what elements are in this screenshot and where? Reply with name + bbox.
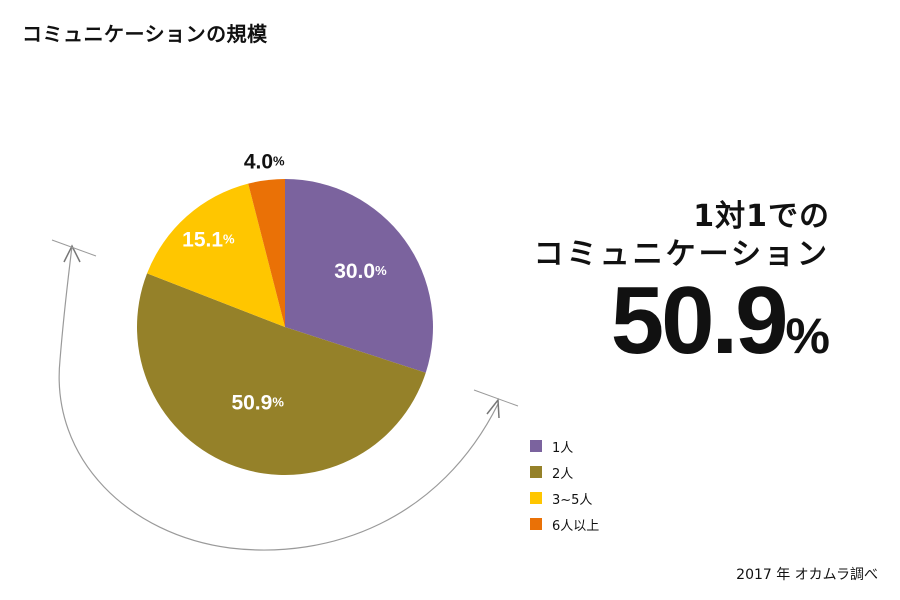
slice-value-number: 30.0 [334, 260, 375, 283]
legend-label: 3~5人 [552, 492, 593, 508]
slice-value-label: 50.9% [231, 391, 284, 414]
legend-item: 6人以上 [530, 511, 599, 537]
pie-slice [248, 179, 285, 327]
headline: 1対1での コミュニケーション 50.9% [534, 198, 830, 381]
slice-value-unit: % [272, 395, 284, 410]
pie-slices [137, 179, 434, 475]
slice-value-unit: % [375, 264, 387, 279]
slice-value-label: 4.0% [244, 150, 285, 173]
legend-label: 2人 [552, 466, 574, 482]
pie-slice [137, 273, 426, 475]
tick-mark-top [51, 239, 97, 257]
legend-label: 1人 [552, 440, 574, 456]
legend-item: 1人 [530, 433, 599, 459]
legend-swatch [530, 440, 542, 452]
headline-line2: コミュニケーション [533, 237, 830, 272]
slice-value-label: 15.1% [182, 228, 235, 251]
legend-swatch [530, 492, 542, 504]
arrow-head-top-icon [63, 244, 81, 263]
legend-swatch [530, 518, 542, 530]
source-note: 2017 年 オカムラ調べ [736, 567, 878, 583]
legend-item: 3~5人 [530, 485, 599, 511]
curved-arrow-icon [58, 245, 499, 551]
slice-value-unit: % [223, 232, 235, 247]
legend-swatch [530, 466, 542, 478]
legend-item: 2人 [530, 459, 599, 485]
slice-value-label: 30.0% [334, 260, 387, 283]
slice-value-number: 4.0 [244, 150, 273, 173]
slice-value-number: 15.1 [182, 228, 223, 251]
legend-label: 6人以上 [552, 518, 600, 534]
chart-title: コミュニケーションの規模 [22, 22, 268, 46]
headline-line1: 1対1での [693, 199, 830, 234]
slice-value-unit: % [273, 154, 285, 169]
pie-slice-labels: 30.0%50.9%15.1%4.0% [182, 150, 387, 414]
pie-slice [147, 183, 285, 327]
tick-mark-right [473, 389, 519, 407]
headline-unit: % [785, 308, 830, 364]
legend: 1人 2人 3~5人 6人以上 [530, 433, 599, 537]
headline-number: 50.9 [610, 267, 789, 374]
slice-value-number: 50.9 [231, 391, 272, 414]
arrow-head-right-icon [486, 397, 500, 419]
pie-slice [285, 179, 434, 373]
headline-value: 50.9% [534, 273, 830, 381]
